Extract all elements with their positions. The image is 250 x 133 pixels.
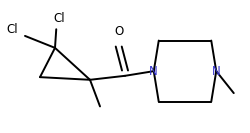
Text: Cl: Cl [53, 12, 64, 25]
Text: N: N [212, 65, 221, 78]
Text: N: N [150, 65, 158, 78]
Text: O: O [114, 25, 124, 38]
Text: Cl: Cl [7, 23, 18, 36]
